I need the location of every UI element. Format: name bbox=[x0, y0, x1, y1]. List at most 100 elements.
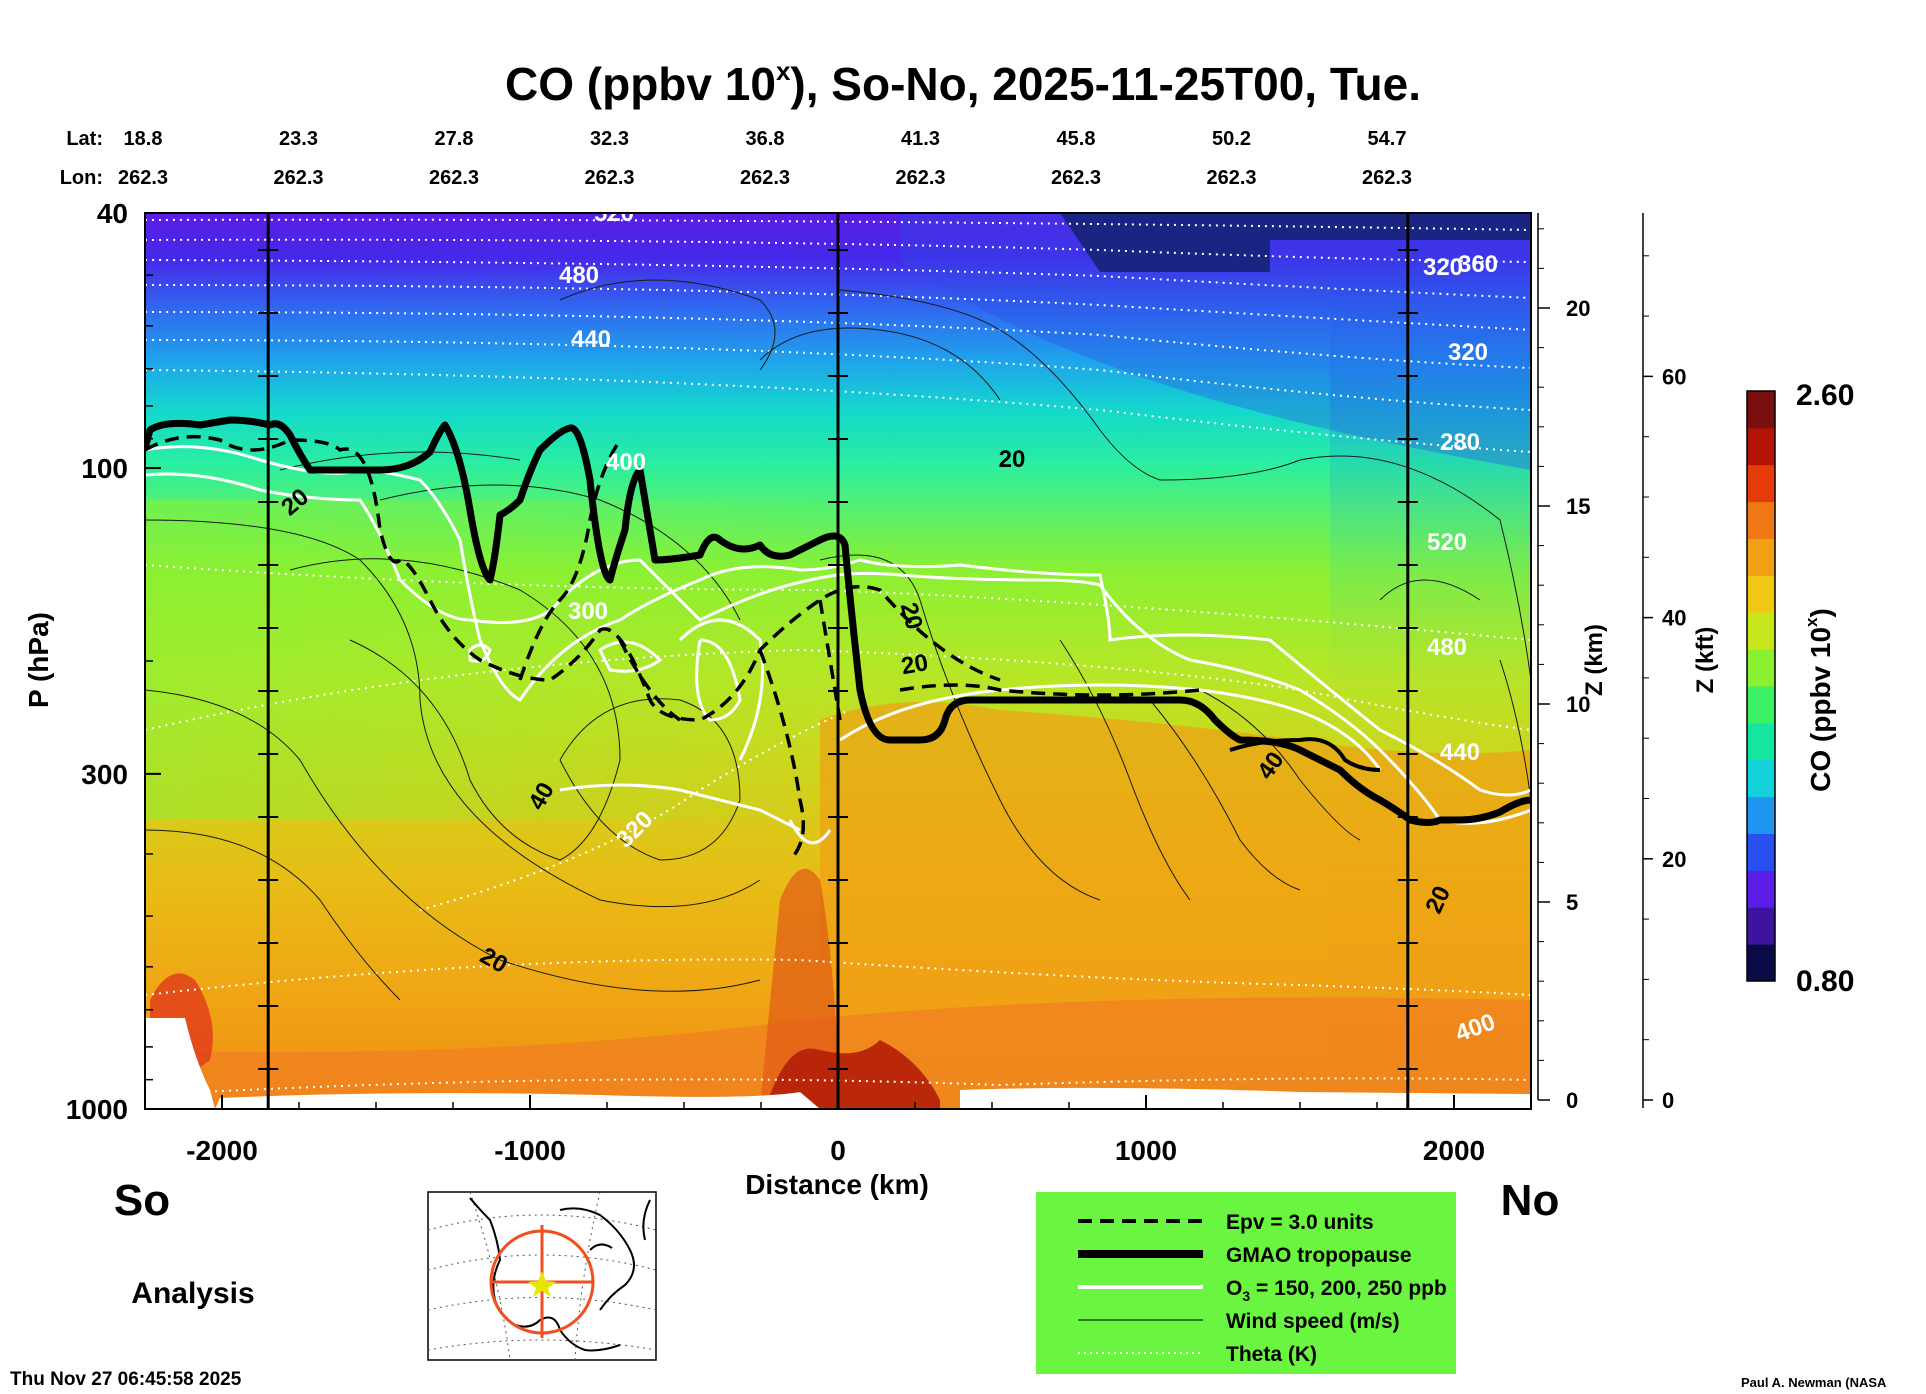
y-tick-label: 100 bbox=[81, 453, 128, 484]
colorbar-segment bbox=[1747, 796, 1775, 834]
lat-tick-6: 45.8 bbox=[1057, 128, 1096, 150]
wind-label: 20 bbox=[899, 649, 930, 680]
z-kft-axis: 0 20 40 60 bbox=[1642, 213, 1686, 1113]
colorbar-min-label: 0.80 bbox=[1796, 965, 1854, 998]
lon-row-label: Lon: bbox=[60, 167, 103, 189]
inset-map bbox=[427, 1191, 657, 1361]
x-tick-label: 1000 bbox=[1115, 1135, 1177, 1166]
z-km-tick-label: 15 bbox=[1566, 494, 1590, 519]
lon-tick-0: 262.3 bbox=[118, 167, 168, 189]
lat-tick-5: 41.3 bbox=[901, 128, 940, 150]
x-axis: -2000 -1000 0 1000 2000 bbox=[186, 1095, 1485, 1166]
colorbar-segment bbox=[1747, 907, 1775, 945]
colorbar-segment bbox=[1747, 464, 1775, 503]
z-km-tick-label: 0 bbox=[1566, 1088, 1578, 1113]
tropopause-fold bbox=[1229, 737, 1381, 772]
colorbar-segment bbox=[1747, 944, 1775, 982]
z-km-tick-label: 10 bbox=[1566, 692, 1590, 717]
surface-terrain-mask bbox=[145, 1018, 1531, 1109]
lat-row-label: Lat: bbox=[66, 128, 103, 150]
legend-label: Wind speed (m/s) bbox=[1226, 1310, 1400, 1333]
colorbar-segment bbox=[1747, 501, 1775, 539]
z-km-label: Z (km) bbox=[1581, 624, 1608, 696]
lon-tick-8: 262.3 bbox=[1362, 167, 1412, 189]
lon-tick-6: 262.3 bbox=[1051, 167, 1101, 189]
z-km-tick-label: 20 bbox=[1566, 296, 1590, 321]
theta-label: 320 bbox=[1423, 254, 1463, 281]
lat-tick-4: 36.8 bbox=[746, 128, 785, 150]
colorbar-segment bbox=[1747, 391, 1775, 429]
lat-tick-8: 54.7 bbox=[1368, 128, 1407, 150]
y-axis: 40 100 300 1000 bbox=[66, 198, 161, 1125]
y-tick-label: 300 bbox=[81, 759, 128, 790]
legend-label: Epv = 3.0 units bbox=[1226, 1211, 1374, 1234]
colorbar-title: CO (ppbv 10x) bbox=[1802, 608, 1836, 792]
red-hotspot-center bbox=[770, 1040, 940, 1109]
x-tick-label: 2000 bbox=[1423, 1135, 1485, 1166]
red-plume-center bbox=[760, 868, 840, 1109]
z-kft-tick-label: 40 bbox=[1662, 606, 1686, 631]
theta-label: 520 bbox=[1427, 529, 1467, 556]
colorbar-segment bbox=[1747, 649, 1775, 687]
lat-tick-7: 50.2 bbox=[1212, 128, 1251, 150]
epv-contours bbox=[145, 434, 1201, 862]
lon-tick-3: 262.3 bbox=[584, 167, 634, 189]
theta-label: 520 bbox=[594, 200, 634, 227]
colorbar-max-label: 2.60 bbox=[1796, 379, 1854, 412]
gmao-tropopause bbox=[145, 416, 1531, 826]
theta-label: 400 bbox=[606, 449, 646, 476]
x-tick-label: -1000 bbox=[494, 1135, 566, 1166]
z-km-axis: 0 5 10 15 20 bbox=[1537, 213, 1590, 1113]
legend-label: O3 = 150, 200, 250 ppb bbox=[1226, 1277, 1447, 1304]
lat-tick-0: 18.8 bbox=[124, 128, 163, 150]
theta-contours bbox=[145, 218, 1531, 1096]
colorbar-segment bbox=[1747, 575, 1775, 613]
legend-box: Epv = 3.0 units GMAO tropopause O3 = 150, … bbox=[1036, 1192, 1456, 1374]
lat-tick-2: 27.8 bbox=[435, 128, 474, 150]
colorbar bbox=[1746, 390, 1776, 982]
z-kft-tick-label: 0 bbox=[1662, 1088, 1674, 1113]
lon-tick-5: 262.3 bbox=[895, 167, 945, 189]
lat-tick-3: 32.3 bbox=[590, 128, 629, 150]
z-kft-tick-label: 60 bbox=[1662, 364, 1686, 389]
legend-label: Theta (K) bbox=[1226, 1343, 1317, 1366]
colorbar-segment bbox=[1747, 612, 1775, 650]
colorbar-segment bbox=[1747, 538, 1775, 576]
z-kft-label: Z (kft) bbox=[1692, 627, 1719, 694]
theta-label: 480 bbox=[559, 262, 599, 289]
theta-label: 320 bbox=[1448, 339, 1488, 366]
lon-tick-7: 262.3 bbox=[1206, 167, 1256, 189]
lat-tick-1: 23.3 bbox=[279, 128, 318, 150]
wind-label: 20 bbox=[999, 446, 1026, 473]
colorbar-segment bbox=[1747, 722, 1775, 761]
colorbar-segment bbox=[1747, 870, 1775, 908]
colorbar-segment bbox=[1747, 427, 1775, 466]
x-tick-label: -2000 bbox=[186, 1135, 258, 1166]
plot-area: 5204804404003603202805204804404003203003… bbox=[145, 200, 1531, 1109]
colorbar-segment bbox=[1747, 833, 1775, 871]
z-kft-tick-label: 20 bbox=[1662, 847, 1686, 872]
theta-label: 360 bbox=[1458, 251, 1498, 278]
lat-lon-ticks: 18.8 23.3 27.8 32.3 36.8 41.3 45.8 50.2 54.7 262.… bbox=[118, 128, 1412, 189]
timestamp: Thu Nov 27 06:45:58 2025 bbox=[10, 1369, 242, 1390]
analysis-label: Analysis bbox=[131, 1277, 254, 1310]
lon-tick-4: 262.3 bbox=[740, 167, 790, 189]
chart-title: CO (ppbv 10x), So-No, 2025-11-25T00, Tue… bbox=[505, 56, 1421, 110]
z-km-tick-label: 5 bbox=[1566, 890, 1578, 915]
credit: Paul A. Newman (NASA bbox=[1741, 1375, 1887, 1390]
colorbar-segment bbox=[1747, 759, 1775, 798]
vertical-location-markers bbox=[258, 213, 1418, 1109]
north-label: No bbox=[1501, 1176, 1560, 1225]
blue-upper-right-patch bbox=[900, 213, 1531, 470]
theta-label: 480 bbox=[1427, 634, 1467, 661]
inset-center-marker bbox=[528, 1271, 556, 1297]
y-tick-label: 1000 bbox=[66, 1094, 128, 1125]
theta-label: 280 bbox=[1440, 429, 1480, 456]
lon-tick-1: 262.3 bbox=[273, 167, 323, 189]
theta-label: 440 bbox=[571, 326, 611, 353]
legend-label: GMAO tropopause bbox=[1226, 1244, 1412, 1267]
colorbar-frame bbox=[1746, 390, 1776, 982]
theta-label: 300 bbox=[568, 598, 608, 625]
y-axis-label: P (hPa) bbox=[23, 612, 54, 708]
